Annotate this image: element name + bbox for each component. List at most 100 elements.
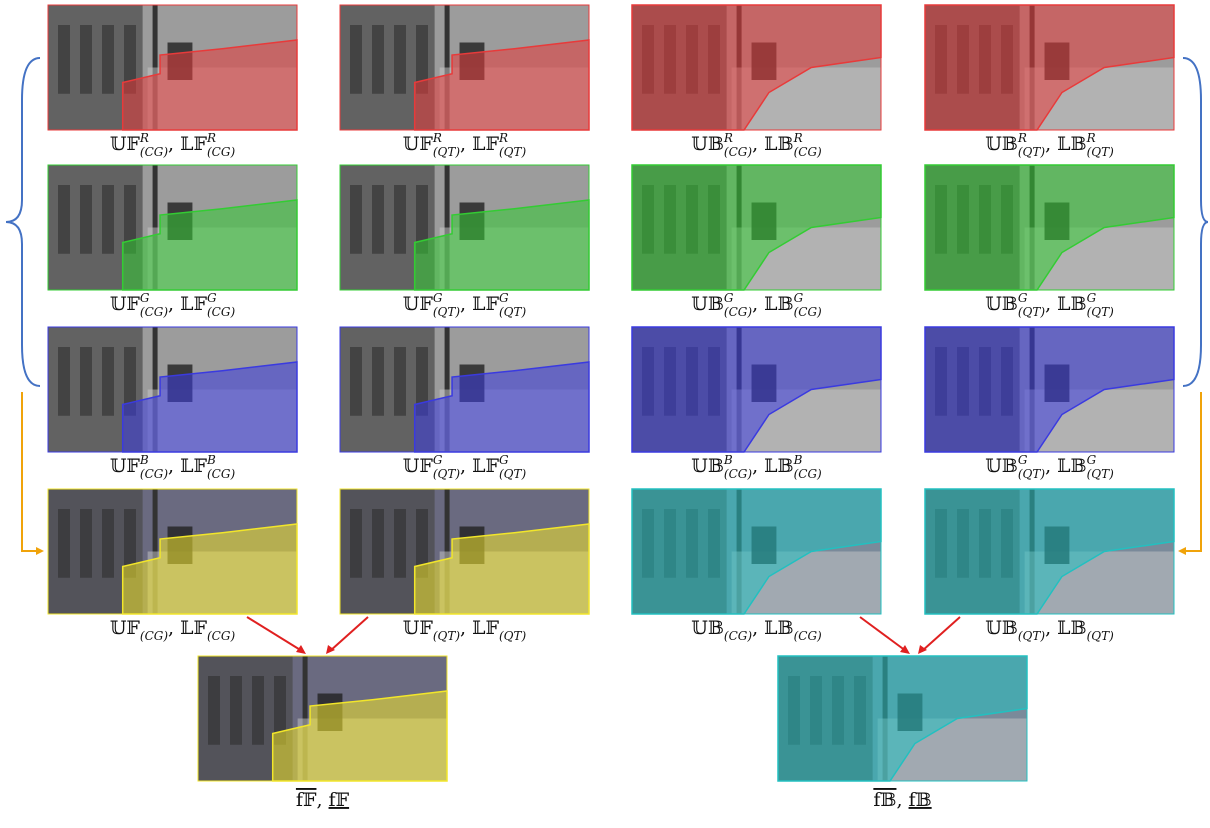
label-sub: (CG) <box>140 629 168 643</box>
label-sub: (CG) <box>794 305 822 319</box>
label-sub: (CG) <box>140 467 168 481</box>
label-base: f𝔹 <box>909 789 932 811</box>
drawer <box>80 509 92 578</box>
drawer <box>372 185 384 254</box>
drawer <box>230 676 242 745</box>
label-base: 𝕌𝔽 <box>403 455 434 477</box>
drawer <box>208 676 220 745</box>
label-sub: (QT) <box>433 305 461 319</box>
right-arrow-head <box>1178 547 1186 555</box>
separator: , <box>752 133 764 155</box>
label-sup: G <box>1018 291 1028 305</box>
separator: , <box>460 617 472 639</box>
image-panel <box>48 5 297 130</box>
separator: , <box>1045 133 1057 155</box>
label-base: 𝕌𝔹 <box>691 455 724 477</box>
label-base: 𝕌𝔽 <box>110 455 141 477</box>
drawer <box>80 25 92 94</box>
label-sub: (QT) <box>1018 305 1046 319</box>
image-panel <box>48 327 297 452</box>
label-sub: (CG) <box>724 629 752 643</box>
label-sup: B <box>723 453 733 467</box>
label-sub: (CG) <box>794 629 822 643</box>
label-base: 𝕃𝔹 <box>764 617 793 639</box>
label-sup: G <box>499 453 509 467</box>
drawer <box>58 185 70 254</box>
drawer <box>394 25 406 94</box>
image-panel <box>340 165 589 290</box>
label-base: 𝕃𝔹 <box>764 455 793 477</box>
label-sub: (CG) <box>794 145 822 159</box>
figure: 𝕌𝔽R(CG), 𝕃𝔽R(CG)𝕌𝔽R(QT), 𝕃𝔽R(QT)𝕌𝔹R(CG),… <box>0 0 1210 828</box>
label-sub: (QT) <box>1018 629 1046 643</box>
panel-label: 𝕌𝔽B(CG), 𝕃𝔽B(CG) <box>110 453 236 481</box>
separator: , <box>168 293 180 315</box>
separator: , <box>896 789 908 811</box>
label-base: 𝕌𝔽 <box>403 617 434 639</box>
drawer <box>102 509 114 578</box>
panel-label: f𝔽, f𝔽 <box>296 789 350 811</box>
panel-label: 𝕌𝔹(CG), 𝕃𝔹(CG) <box>691 617 822 643</box>
image-panel <box>632 5 881 130</box>
label-base: 𝕌𝔽 <box>110 617 141 639</box>
separator: , <box>752 455 764 477</box>
label-sub: (QT) <box>433 145 461 159</box>
drawer <box>80 347 92 416</box>
panel-label: 𝕌𝔽(QT), 𝕃𝔽(QT) <box>403 617 527 643</box>
right-brace <box>1183 58 1208 386</box>
label-sup: R <box>1086 131 1096 145</box>
separator: , <box>316 789 328 811</box>
label-sub: (QT) <box>499 145 527 159</box>
label-sub: (QT) <box>1087 145 1115 159</box>
image-panel <box>632 489 881 614</box>
panel-label: 𝕌𝔹(QT), 𝕃𝔹(QT) <box>985 617 1114 643</box>
image-panel <box>48 165 297 290</box>
label-sub: (CG) <box>140 305 168 319</box>
image-panel <box>925 327 1174 452</box>
drawer <box>350 185 362 254</box>
label-base: 𝕌𝔹 <box>691 617 724 639</box>
separator: , <box>168 133 180 155</box>
label-base: 𝕃𝔽 <box>180 455 207 477</box>
label-sub: (CG) <box>140 145 168 159</box>
label-base: 𝕃𝔹 <box>1057 455 1086 477</box>
image-panel <box>340 5 589 130</box>
label-sub: (CG) <box>724 467 752 481</box>
label-base: f𝔹 <box>873 789 896 811</box>
label-base: 𝕌𝔹 <box>985 455 1018 477</box>
label-base: 𝕌𝔽 <box>403 293 434 315</box>
separator: , <box>460 293 472 315</box>
panel-label: 𝕌𝔹G(QT), 𝕃𝔹G(QT) <box>985 453 1114 481</box>
drawer <box>58 347 70 416</box>
label-base: 𝕃𝔽 <box>472 617 499 639</box>
label-sup: R <box>723 131 733 145</box>
drawer <box>394 347 406 416</box>
image-panel <box>632 165 881 290</box>
label-sub: (CG) <box>724 145 752 159</box>
label-sup: R <box>498 131 508 145</box>
panel-label: 𝕌𝔽R(QT), 𝕃𝔽R(QT) <box>403 131 527 159</box>
merge-arrows <box>247 617 960 651</box>
label-sup: G <box>433 453 443 467</box>
label-sub: (QT) <box>433 467 461 481</box>
label-base: 𝕃𝔽 <box>472 455 499 477</box>
label-base: 𝕃𝔹 <box>1057 293 1086 315</box>
label-base: 𝕌𝔽 <box>110 293 141 315</box>
panel-label: 𝕌𝔹B(CG), 𝕃𝔹B(CG) <box>691 453 822 481</box>
separator: , <box>168 617 180 639</box>
label-base: 𝕌𝔹 <box>985 617 1018 639</box>
label-sub: (QT) <box>1087 629 1115 643</box>
label-sup: G <box>499 291 509 305</box>
label-sup: R <box>139 131 149 145</box>
separator: , <box>752 617 764 639</box>
drawer <box>102 347 114 416</box>
image-panel <box>925 489 1174 614</box>
label-sup: G <box>433 291 443 305</box>
image-panel <box>198 656 447 781</box>
label-sup: R <box>793 131 803 145</box>
image-panel <box>632 327 881 452</box>
drawer <box>58 509 70 578</box>
drawer <box>372 25 384 94</box>
label-base: 𝕌𝔽 <box>403 133 434 155</box>
drawer <box>102 185 114 254</box>
